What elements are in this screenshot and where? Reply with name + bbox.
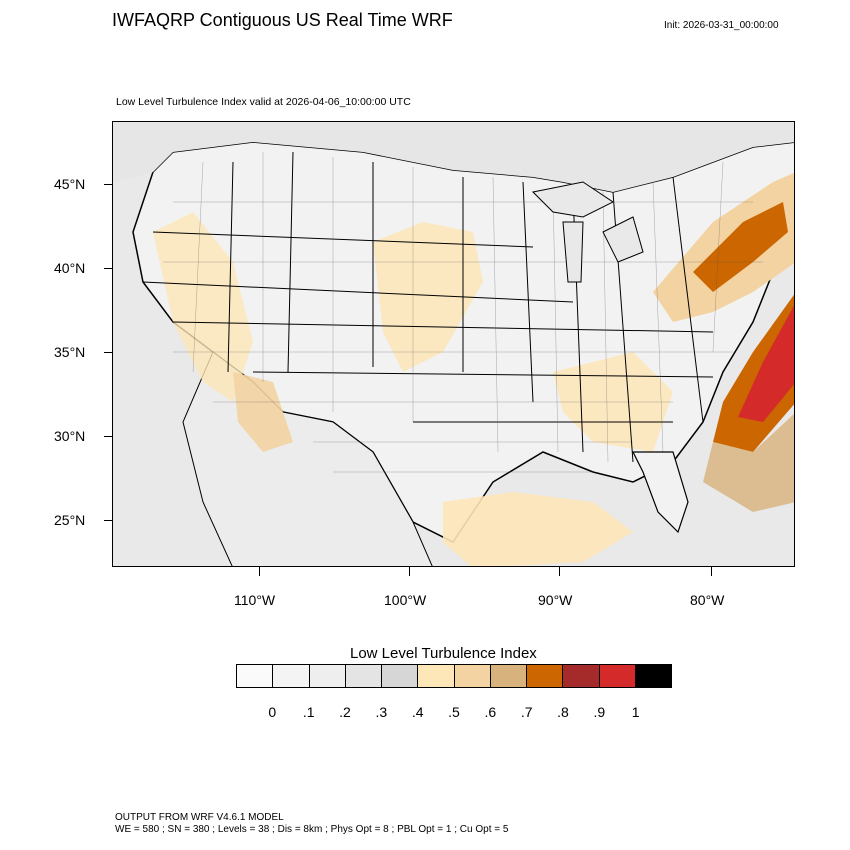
lat-tick	[104, 352, 112, 353]
lon-tick	[409, 567, 410, 576]
lon-label-100: 100°W	[384, 592, 427, 608]
great-lakes	[531, 181, 644, 283]
lon-label-80: 80°W	[690, 592, 725, 608]
legend-swatch	[527, 665, 564, 687]
lat-label-25: 25°N	[54, 512, 86, 528]
footer-model: OUTPUT FROM WRF V4.6.1 MODEL	[115, 812, 284, 823]
legend-label: .5	[448, 704, 460, 720]
legend-swatch	[237, 665, 274, 687]
turb-atlantic-band	[713, 294, 794, 452]
color-legend	[236, 664, 672, 688]
legend-title: Low Level Turbulence Index	[350, 645, 537, 662]
legend-swatch	[309, 665, 346, 687]
legend-swatch	[563, 665, 600, 687]
legend-swatch	[490, 665, 527, 687]
map-panel	[112, 121, 795, 567]
init-time: Init: 2026-03-31_00:00:00	[664, 20, 779, 31]
legend-swatch	[273, 665, 310, 687]
legend-label: 1	[631, 704, 640, 720]
lon-tick	[711, 567, 712, 576]
lat-tick	[104, 520, 112, 521]
legend-label: 0	[268, 704, 277, 720]
turb-atlantic-core	[738, 305, 794, 422]
turb-gulf	[443, 492, 633, 566]
lon-label-90: 90°W	[538, 592, 573, 608]
legend-label: .9	[593, 704, 606, 720]
footer-config: WE = 580 ; SN = 380 ; Levels = 38 ; Dis …	[115, 824, 509, 835]
legend-label: .4	[411, 704, 424, 720]
legend-swatch	[454, 665, 491, 687]
lat-label-45: 45°N	[54, 176, 86, 192]
lat-label-35: 35°N	[54, 344, 86, 360]
legend-label: .6	[484, 704, 497, 720]
legend-label: .2	[339, 704, 351, 720]
legend-label: .1	[302, 704, 315, 720]
lat-tick	[104, 184, 112, 185]
lat-label-30: 30°N	[54, 428, 86, 444]
legend-labels: 0 .1 .2 .3 .4 .5 .6 .7 .8 .9 1	[236, 704, 672, 722]
lon-label-110: 110°W	[234, 592, 276, 608]
turb-northeast-core	[693, 202, 788, 292]
lon-tick	[559, 567, 560, 576]
legend-swatch	[635, 665, 671, 687]
florida	[632, 451, 689, 534]
turb-atlantic-outer	[703, 413, 794, 512]
legend-label: .7	[520, 704, 533, 720]
lat-tick	[104, 268, 112, 269]
legend-swatch	[382, 665, 419, 687]
legend-swatch	[599, 665, 636, 687]
legend-swatch	[345, 665, 382, 687]
chart-title: IWFAQRP Contiguous US Real Time WRF	[112, 10, 453, 30]
canada-region	[113, 122, 794, 192]
turbulence-map	[113, 122, 794, 566]
county-lines	[163, 152, 763, 473]
lat-label-40: 40°N	[54, 260, 86, 276]
legend-swatch	[418, 665, 455, 687]
legend-label: .8	[557, 704, 569, 720]
valid-time-subtitle: Low Level Turbulence Index valid at 2026…	[116, 96, 411, 108]
turb-plains	[373, 222, 483, 372]
lat-tick	[104, 436, 112, 437]
turb-southwest	[233, 372, 293, 452]
legend-label: .3	[375, 704, 388, 720]
lon-tick	[259, 567, 260, 576]
